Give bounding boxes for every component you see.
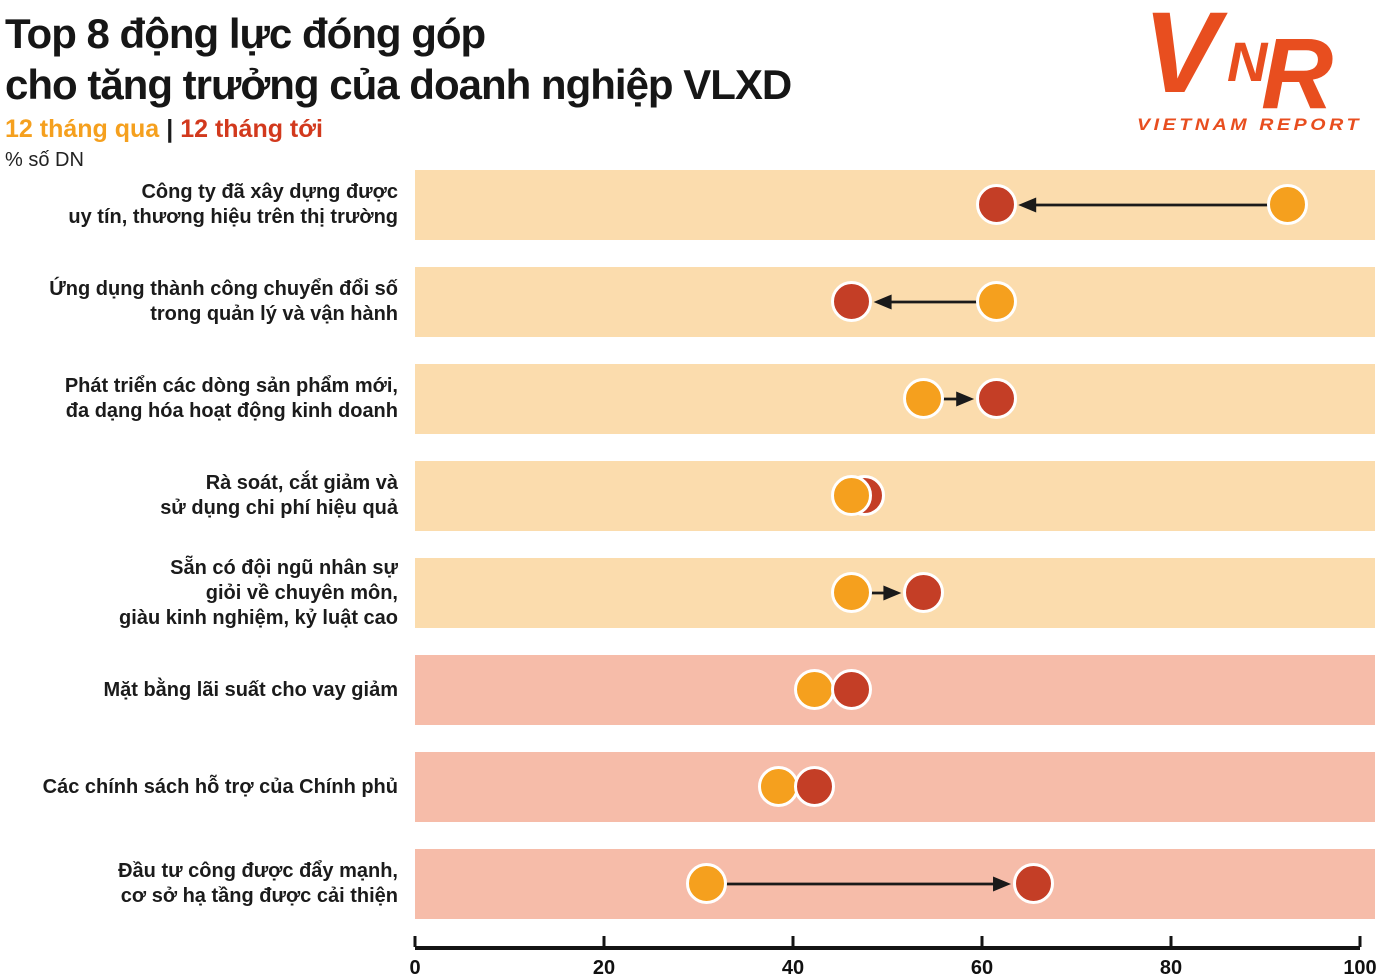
chart-rows: Công ty đã xây dựng được uy tín, thương h… <box>0 170 1379 919</box>
chart-title: Top 8 động lực đóng góp cho tăng trưởng … <box>5 8 1379 110</box>
axis-tick-label: 40 <box>781 957 805 974</box>
row-band <box>415 655 1375 725</box>
category-label: Phát triển các dòng sản phẩm mới, đa dạng… <box>64 375 398 422</box>
legend-future-label: 12 tháng tới <box>180 115 323 143</box>
axis-tick-label: 60 <box>970 957 994 974</box>
past-dot <box>1266 184 1308 225</box>
category-label: Rà soát, cắt giảm và sử dụng chi phí hiệu… <box>160 472 398 519</box>
chart-row: Các chính sách hỗ trợ của Chính phủ <box>0 752 1379 822</box>
past-dot <box>794 669 836 710</box>
future-dot <box>975 184 1017 225</box>
chart-row: Đầu tư công được đẩy mạnh, cơ sở hạ tầng … <box>0 849 1379 919</box>
future-dot <box>831 281 873 322</box>
future-dot <box>1012 863 1054 904</box>
change-arrow <box>1018 197 1288 213</box>
chart-legend: 12 tháng qua | 12 tháng tới <box>5 115 1379 143</box>
future-dot <box>831 669 873 710</box>
chart-row: Mặt bằng lãi suất cho vay giảm <box>0 655 1379 725</box>
axis-tick-label: 100 <box>1343 957 1377 974</box>
category-label: Sẵn có đội ngũ nhân sự giỏi về chuyên môn… <box>119 556 398 629</box>
axis-tick-label: 80 <box>1159 957 1183 974</box>
category-label: Đầu tư công được đẩy mạnh, cơ sở hạ tầng … <box>118 860 398 907</box>
axis-tick <box>1169 936 1173 947</box>
axis-tick <box>602 936 606 947</box>
axis-unit-label: % số DN <box>5 149 84 171</box>
category-label: Các chính sách hỗ trợ của Chính phủ <box>42 775 398 798</box>
chart-title-line2: cho tăng trưởng của doanh nghiệp VLXD <box>5 61 792 108</box>
logo-subtext: VIETNAM REPORT <box>1137 116 1362 134</box>
vietnam-report-logo: V N R VIETNAM REPORT <box>1137 2 1362 134</box>
row-band <box>415 364 1375 434</box>
axis-tick <box>413 936 417 947</box>
axis-tick-label: 0 <box>409 957 421 974</box>
past-dot <box>831 572 873 613</box>
change-arrow <box>706 876 1012 892</box>
axis-tick <box>791 936 795 947</box>
category-label: Công ty đã xây dựng được uy tín, thương h… <box>68 181 398 228</box>
chart-row: Ứng dụng thành công chuyển đổi số trong q… <box>0 267 1379 337</box>
axis-tick <box>980 936 984 947</box>
future-dot <box>975 378 1017 419</box>
change-arrow <box>851 585 902 601</box>
past-dot <box>685 863 727 904</box>
row-band <box>415 752 1375 822</box>
logo-letter-v: V <box>1143 2 1228 117</box>
past-dot <box>758 766 800 807</box>
row-band <box>415 170 1375 240</box>
chart-row: Công ty đã xây dựng được uy tín, thương h… <box>0 170 1379 240</box>
axis-tick <box>1358 936 1362 947</box>
category-label: Mặt bằng lãi suất cho vay giảm <box>103 678 398 701</box>
logo-letter-r: R <box>1261 18 1333 130</box>
change-arrow <box>873 294 997 310</box>
change-arrow <box>923 391 975 407</box>
chart-row: Phát triển các dòng sản phẩm mới, đa dạng… <box>0 364 1379 434</box>
past-dot <box>902 378 944 419</box>
logo-letter-n: N <box>1227 30 1269 93</box>
x-axis: 0 20 40 60 80 100 <box>409 936 1377 974</box>
chart-header: Top 8 động lực đóng góp cho tăng trưởng … <box>0 0 1379 171</box>
chart-title-line1: Top 8 động lực đóng góp <box>5 10 486 57</box>
past-dot <box>831 475 873 516</box>
chart-row: Rà soát, cắt giảm và sử dụng chi phí hiệu… <box>0 461 1379 531</box>
legend-past-label: 12 tháng qua <box>5 115 160 143</box>
future-dot <box>794 766 836 807</box>
row-band <box>415 558 1375 628</box>
row-band <box>415 267 1375 337</box>
legend-separator: | <box>166 115 174 143</box>
axis-tick-label: 20 <box>592 957 616 974</box>
future-dot <box>902 572 944 613</box>
chart-row: Sẵn có đội ngũ nhân sự giỏi về chuyên môn… <box>0 556 1379 629</box>
row-band <box>415 849 1375 919</box>
category-label: Ứng dụng thành công chuyển đổi số trong q… <box>49 278 398 325</box>
row-band <box>415 461 1375 531</box>
past-dot <box>975 281 1017 322</box>
